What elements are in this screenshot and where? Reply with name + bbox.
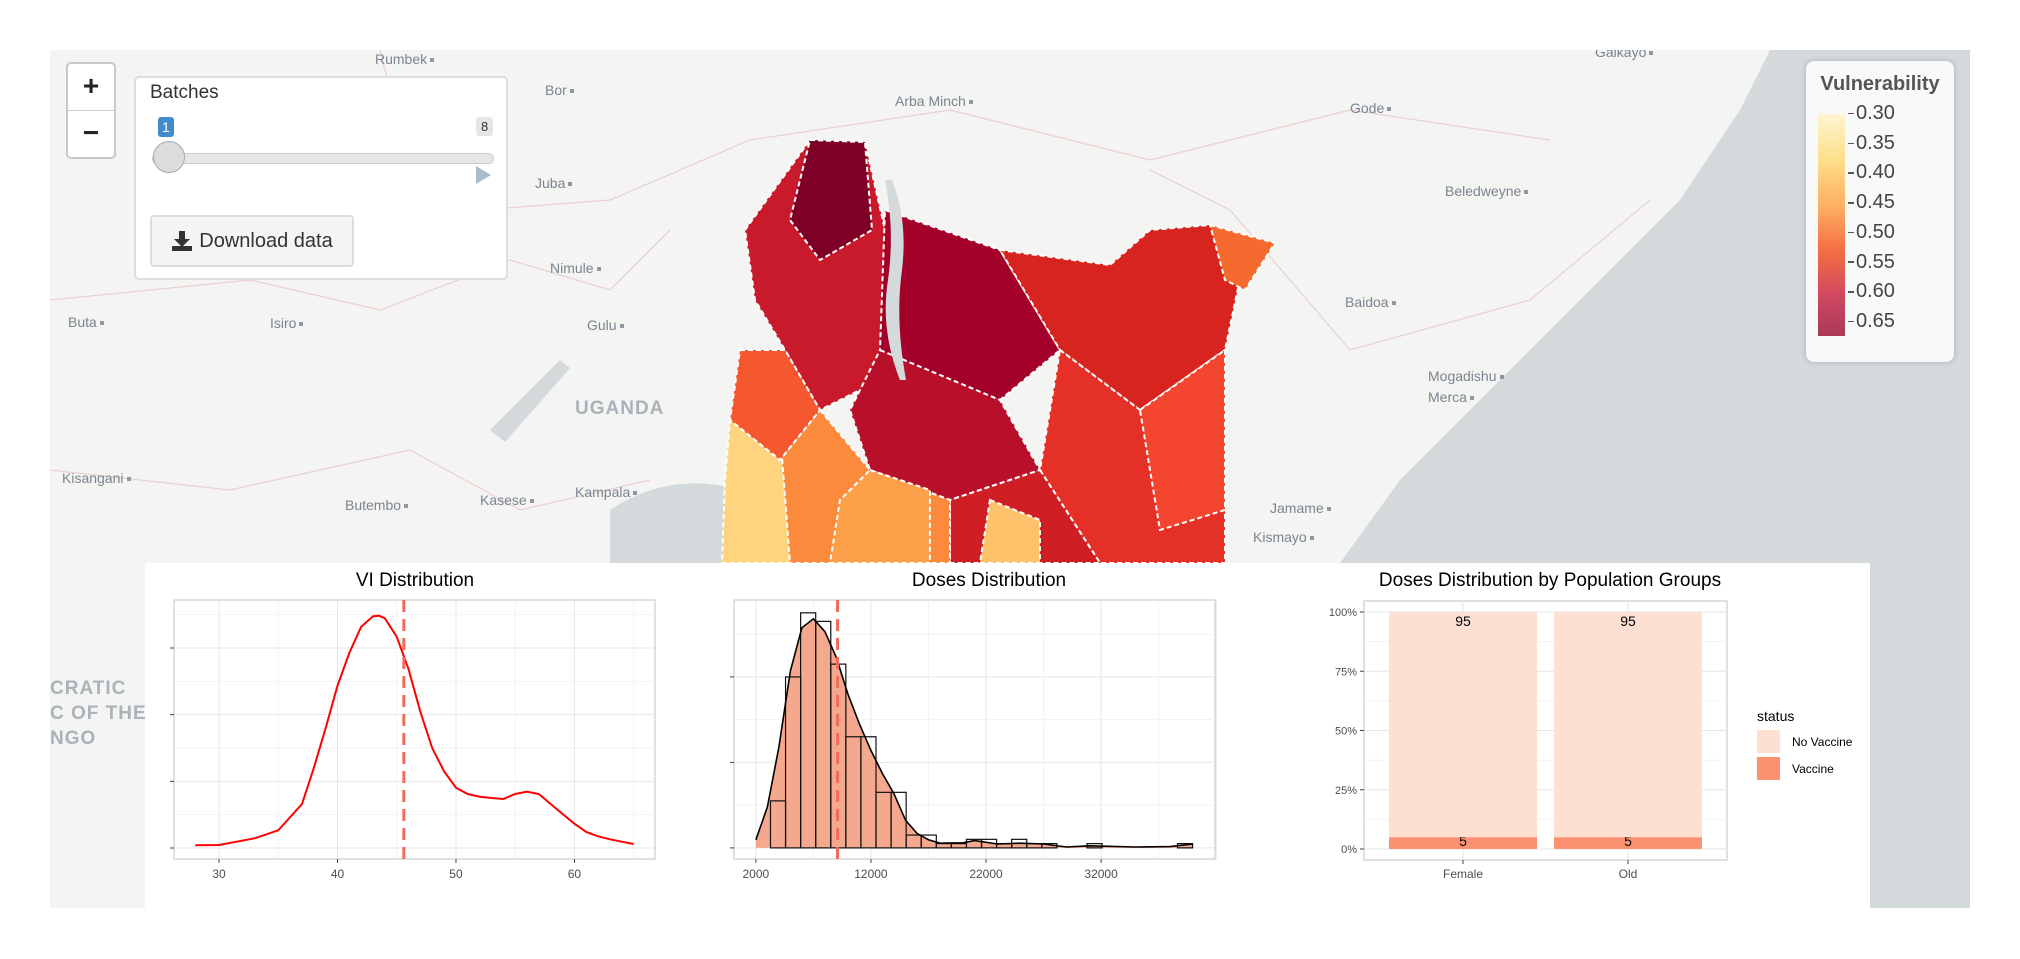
zoom-in-button[interactable]: + <box>82 70 100 101</box>
city-label: Gulu <box>587 317 624 333</box>
city-label: Gode <box>1350 100 1391 116</box>
legend-key <box>1757 757 1780 780</box>
x-tick-label: 22000 <box>969 867 1003 881</box>
doses-distribution-chart: 2000 12000 22000 32000 <box>730 599 1217 881</box>
legend-tick: 0.45 <box>1848 191 1895 214</box>
city-label: Kasese <box>480 492 534 508</box>
stacked-bar-no-vaccine <box>1389 612 1537 838</box>
legend-colorbar <box>1818 114 1845 336</box>
y-tick-label: 75% <box>1335 666 1357 678</box>
x-tick-label: 60 <box>568 867 582 881</box>
bar-data-label: 95 <box>1620 613 1636 629</box>
chart-title: VI Distribution <box>355 570 475 591</box>
chart-title: Doses Distribution <box>911 570 1067 591</box>
city-label: Jamame <box>1270 500 1331 516</box>
x-tick-label: 2000 <box>743 867 770 881</box>
country-label-drc: NGO <box>50 728 97 749</box>
kenya-regions <box>720 138 1277 564</box>
y-tick-label: 100% <box>1329 607 1357 619</box>
download-data-label: Download data <box>199 229 333 252</box>
legend-tick: 0.55 <box>1848 251 1895 274</box>
city-label: Kampala <box>575 484 637 500</box>
batches-slider-track[interactable] <box>152 153 494 164</box>
city-label: Isiro <box>270 315 303 331</box>
play-icon[interactable] <box>476 166 491 184</box>
zoom-control: + − <box>66 62 116 159</box>
lake-turkana <box>885 180 906 380</box>
city-label: Kismayo <box>1253 529 1314 545</box>
legend-tick: 0.35 <box>1848 132 1895 155</box>
slider-max-label: 8 <box>476 117 494 136</box>
stacked-bar-no-vaccine <box>1554 612 1702 838</box>
batches-slider-handle[interactable] <box>153 141 185 173</box>
y-tick-label: 0% <box>1341 844 1357 856</box>
city-label: Arba Minch <box>895 93 973 109</box>
density-area <box>755 618 1194 848</box>
city-label: Bor <box>545 82 574 98</box>
bar-data-label: 5 <box>1459 833 1467 849</box>
x-tick-label: 40 <box>331 867 345 881</box>
lake-albert <box>490 360 570 442</box>
slider-value-label: 1 <box>158 117 174 137</box>
doses-by-group-chart: 0% 25% 50% 75% 100% 5 95 Female 5 95 Old status No V… <box>1329 600 1853 881</box>
legend-tick: 0.40 <box>1848 161 1895 184</box>
region <box>728 349 822 462</box>
legend-title: Vulnerability <box>1820 73 1940 95</box>
batches-panel: Batches 1 8 Download data <box>134 76 508 280</box>
zoom-out-button[interactable]: − <box>68 110 114 157</box>
city-label: Juba <box>535 175 572 191</box>
chart-title: Doses Distribution by Population Groups <box>1378 570 1722 591</box>
x-tick-label: 30 <box>212 867 226 881</box>
download-data-button[interactable]: Download data <box>150 215 354 267</box>
density-line <box>195 614 634 847</box>
plot-panel <box>173 599 656 860</box>
city-label: Nimule <box>550 260 601 276</box>
region <box>1138 348 1226 532</box>
city-label: Baidoa <box>1345 294 1396 310</box>
x-tick-label: Female <box>1443 867 1483 881</box>
legend-label: Vaccine <box>1792 762 1834 776</box>
legend-key <box>1757 730 1780 753</box>
legend-tick: 0.65 <box>1848 310 1895 333</box>
y-tick-label: 25% <box>1335 785 1357 797</box>
stacked-bar-vaccine <box>1389 837 1537 849</box>
region <box>1208 223 1277 292</box>
country-label-drc: C OF THE <box>50 703 147 724</box>
city-label: Buta <box>68 314 104 330</box>
city-label: Beledweyne <box>1445 183 1528 199</box>
density-line <box>755 617 1194 848</box>
x-tick-label: 50 <box>449 867 463 881</box>
country-label-uganda: UGANDA <box>575 398 665 419</box>
bar-data-label: 5 <box>1624 833 1632 849</box>
x-tick-label: 12000 <box>854 867 888 881</box>
download-icon <box>172 231 193 251</box>
charts-panel: VI Distribution Doses Distribution Doses… <box>145 563 1870 908</box>
vi-distribution-chart: 30 40 50 60 <box>170 599 656 881</box>
city-label: Rumbek <box>375 51 434 67</box>
batches-label: Batches <box>150 82 219 103</box>
country-label-drc: CRATIC <box>50 678 127 699</box>
x-tick-label: Old <box>1619 867 1638 881</box>
legend-tick: 0.30 <box>1848 102 1895 125</box>
city-label: Kisangani <box>62 470 131 486</box>
legend-tick: 0.60 <box>1848 280 1895 303</box>
x-tick-label: 32000 <box>1084 867 1118 881</box>
city-label: Butembo <box>345 497 408 513</box>
y-tick-label: 50% <box>1335 726 1357 738</box>
city-label: Mogadishu <box>1428 368 1504 384</box>
lake-victoria <box>610 483 750 563</box>
bar-data-label: 95 <box>1455 613 1471 629</box>
region <box>788 138 874 262</box>
city-label: Merca <box>1428 389 1474 405</box>
city-label: Galkayo <box>1595 50 1653 60</box>
vulnerability-legend: Vulnerability 0.30 0.35 0.40 0.45 0.50 0.55 0.… <box>1806 61 1954 362</box>
legend-label: No Vaccine <box>1792 735 1853 749</box>
legend-tick: 0.50 <box>1848 221 1895 244</box>
stacked-bar-vaccine <box>1554 837 1702 849</box>
legend-title: status <box>1757 708 1794 724</box>
